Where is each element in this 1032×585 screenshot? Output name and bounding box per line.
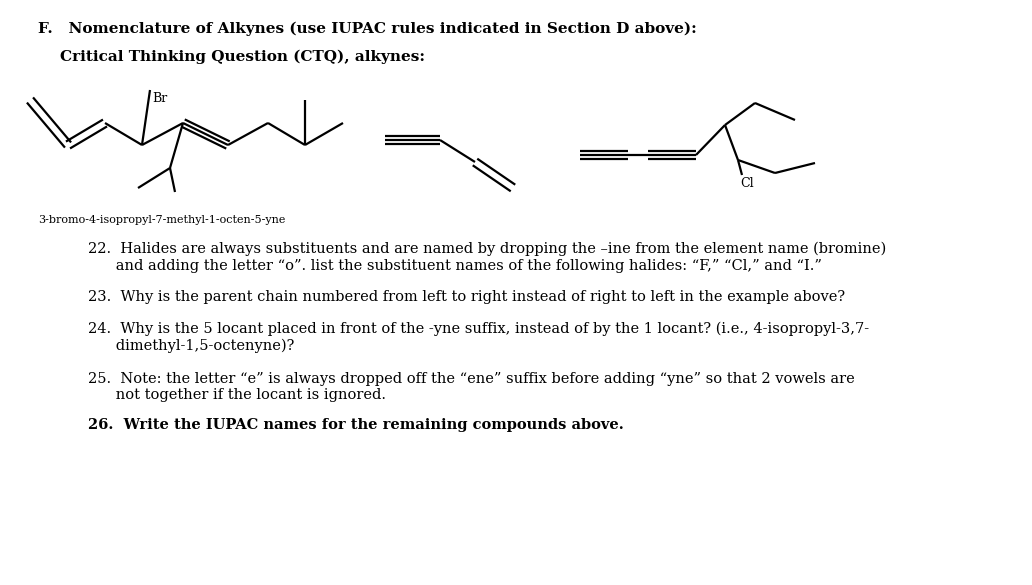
Text: 25.  Note: the letter “e” is always dropped off the “ene” suffix before adding “: 25. Note: the letter “e” is always dropp… [88, 372, 854, 402]
Text: 26.  Write the IUPAC names for the remaining compounds above.: 26. Write the IUPAC names for the remain… [88, 418, 623, 432]
Text: 3-bromo-4-isopropyl-7-methyl-1-octen-5-yne: 3-bromo-4-isopropyl-7-methyl-1-octen-5-y… [38, 215, 286, 225]
Text: 24.  Why is the 5 locant placed in front of the -yne suffix, instead of by the 1: 24. Why is the 5 locant placed in front … [88, 322, 869, 353]
Text: 22.  Halides are always substituents and are named by dropping the –ine from the: 22. Halides are always substituents and … [88, 242, 886, 273]
Text: 23.  Why is the parent chain numbered from left to right instead of right to lef: 23. Why is the parent chain numbered fro… [88, 290, 845, 304]
Text: F.   Nomenclature of Alkynes (use IUPAC rules indicated in Section D above):: F. Nomenclature of Alkynes (use IUPAC ru… [38, 22, 697, 36]
Text: Cl: Cl [740, 177, 753, 190]
Text: Br: Br [152, 92, 167, 105]
Text: Critical Thinking Question (CTQ), alkynes:: Critical Thinking Question (CTQ), alkyne… [60, 50, 425, 64]
